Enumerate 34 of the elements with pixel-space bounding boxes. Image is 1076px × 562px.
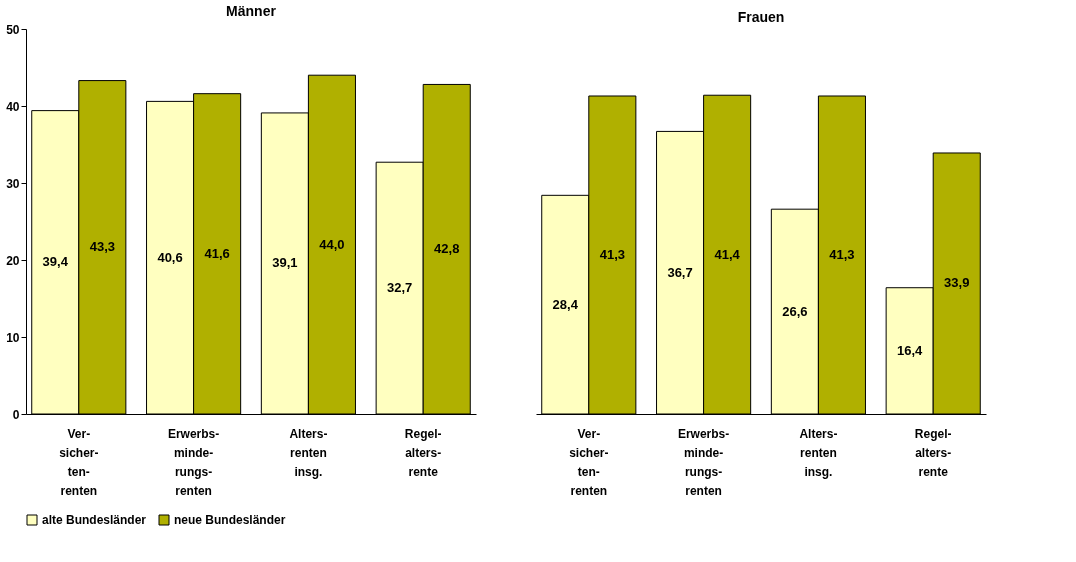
- data-label: 39,1: [272, 255, 298, 271]
- x-tick-label: Erwerbs- minde- rungs- renten: [167, 426, 220, 498]
- data-label: 16,4: [897, 342, 924, 358]
- data-label: 28,4: [552, 296, 579, 312]
- x-tick-label: Regel- alters- rente: [914, 426, 952, 479]
- y-tick-label: 10: [6, 330, 20, 345]
- x-tick-label: Ver- sicher- ten- renten: [569, 426, 609, 498]
- data-label: 41,6: [204, 245, 230, 261]
- data-label: 36,7: [667, 264, 693, 280]
- data-label: 39,4: [42, 254, 69, 270]
- data-label: 44,0: [319, 236, 345, 252]
- chart-title: Männer: [226, 3, 277, 19]
- x-tick-label: Regel- alters- rente: [404, 426, 442, 479]
- y-tick-label: 20: [6, 253, 20, 268]
- data-label: 42,8: [434, 241, 460, 257]
- y-tick-label: 40: [6, 99, 20, 114]
- x-tick-label: Ver- sicher- ten- renten: [59, 426, 99, 498]
- x-tick-label: Erwerbs- minde- rungs- renten: [677, 426, 730, 498]
- x-tick-label: Alters- renten insg.: [289, 426, 328, 479]
- data-label: 40,6: [157, 249, 183, 265]
- legend-label: neue Bundesländer: [174, 513, 286, 527]
- y-tick-label: 30: [6, 176, 20, 191]
- data-label: 33,9: [944, 275, 970, 291]
- legend-label: alte Bundesländer: [42, 513, 147, 527]
- chart-title: Frauen: [737, 9, 785, 25]
- y-tick-label: 0: [12, 407, 20, 422]
- y-tick-label: 50: [6, 22, 20, 37]
- data-label: 26,6: [782, 303, 808, 319]
- x-tick-label: Alters- renten insg.: [799, 426, 838, 479]
- data-label: 41,4: [714, 246, 741, 262]
- data-label: 43,3: [89, 239, 115, 255]
- data-label: 32,7: [387, 280, 413, 296]
- data-label: 41,3: [829, 246, 855, 262]
- data-label: 41,3: [599, 246, 625, 262]
